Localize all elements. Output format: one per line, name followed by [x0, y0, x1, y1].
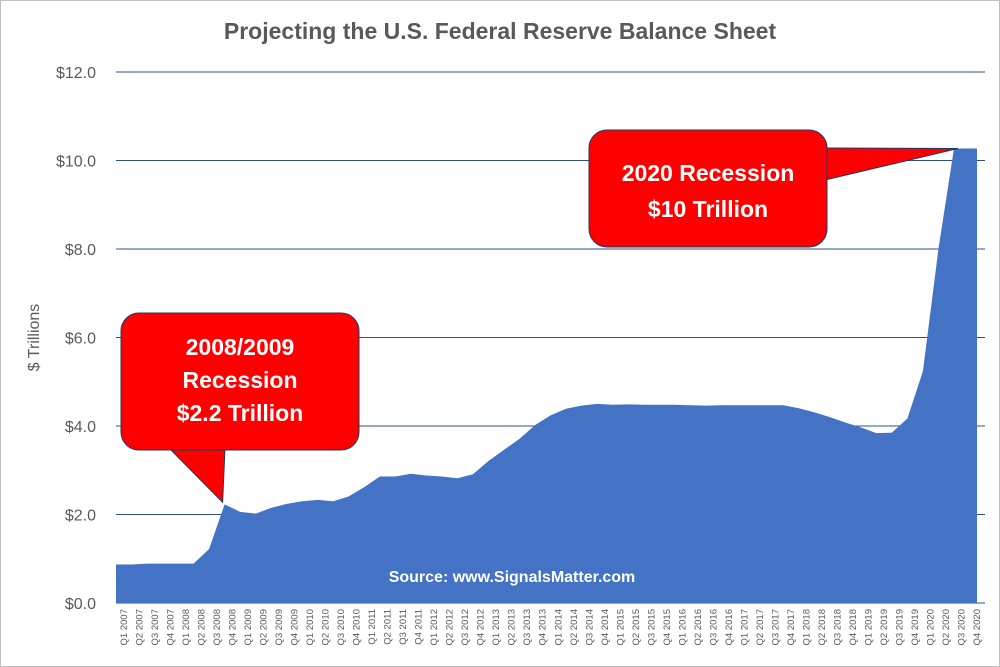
x-tick-label: Q1 2018: [802, 609, 813, 645]
x-tick-label: Q3 2007: [150, 609, 161, 645]
source-note: Source: www.SignalsMatter.com: [389, 569, 636, 586]
x-tick-label: Q3 2018: [833, 609, 844, 645]
x-tick-label: Q2 2020: [941, 609, 952, 645]
x-tick-label: Q3 2008: [212, 609, 223, 645]
callout-pointer: [824, 147, 959, 181]
callout-box-2008: [120, 312, 360, 451]
x-tick-label: Q3 2011: [398, 609, 409, 645]
chart-title: Projecting the U.S. Federal Reserve Bala…: [223, 18, 777, 44]
x-tick-label: Q2 2016: [693, 609, 704, 645]
x-tick-label: Q4 2014: [600, 609, 611, 645]
x-tick-label: Q1 2017: [739, 609, 750, 645]
callout-2008-text: $2.2 Trillion: [177, 400, 304, 426]
x-tick-label: Q1 2010: [305, 609, 316, 645]
x-tick-label: Q2 2009: [258, 609, 269, 645]
x-tick-label: Q3 2010: [336, 609, 347, 645]
x-tick-label: Q4 2018: [848, 609, 859, 645]
x-tick-label: Q2 2017: [755, 609, 766, 645]
x-tick-label: Q2 2019: [879, 609, 890, 645]
x-tick-label: Q4 2016: [724, 609, 735, 645]
x-tick-label: Q2 2015: [631, 609, 642, 645]
y-tick-label: $10.0: [56, 154, 96, 171]
x-tick-label: Q3 2009: [274, 609, 285, 645]
x-tick-label: Q4 2019: [910, 609, 921, 645]
x-tick-label: Q1 2013: [491, 609, 502, 645]
x-tick-label: Q1 2009: [243, 609, 254, 645]
x-tick-label: Q4 2008: [227, 609, 238, 645]
callout-2008-text: Recession: [182, 367, 297, 393]
x-tick-label: Q2 2013: [507, 609, 518, 645]
y-axis-label: $ Trillions: [26, 304, 43, 372]
x-tick-label: Q2 2008: [196, 609, 207, 645]
x-tick-label: Q2 2007: [134, 609, 145, 645]
x-tick-label: Q3 2014: [584, 609, 595, 645]
x-tick-label: Q1 2019: [864, 609, 875, 645]
x-tick-label: Q1 2012: [429, 609, 440, 645]
x-tick-label: Q1 2015: [615, 609, 626, 645]
callout-2020-text: $10 Trillion: [648, 196, 768, 222]
x-tick-label: Q3 2016: [708, 609, 719, 645]
y-tick-label: $0.0: [65, 596, 96, 613]
x-tick-label: Q1 2011: [367, 609, 378, 645]
callout-2008-text: 2008/2009: [186, 334, 295, 360]
x-tick-label: Q2 2010: [320, 609, 331, 645]
x-tick-label: Q2 2018: [817, 609, 828, 645]
y-tick-label: $4.0: [65, 419, 96, 436]
x-tick-label: Q4 2010: [352, 609, 363, 645]
x-tick-label: Q3 2012: [460, 609, 471, 645]
x-tick-label: Q4 2015: [662, 609, 673, 645]
x-tick-label: Q4 2013: [538, 609, 549, 645]
x-tick-label: Q1 2020: [926, 609, 937, 645]
y-tick-label: $2.0: [65, 508, 96, 525]
x-tick-label: Q4 2017: [786, 609, 797, 645]
y-tick-label: $8.0: [65, 242, 96, 259]
x-tick-label: Q2 2014: [569, 609, 580, 645]
x-tick-label: Q3 2013: [522, 609, 533, 645]
x-tick-label: Q1 2007: [119, 609, 130, 645]
x-tick-label: Q2 2011: [383, 609, 394, 645]
x-tick-label: Q4 2009: [289, 609, 300, 645]
x-tick-label: Q4 2012: [476, 609, 487, 645]
x-tick-label: Q1 2008: [181, 609, 192, 645]
area-series: [116, 148, 977, 604]
x-tick-label: Q4 2020: [972, 609, 983, 645]
x-tick-label: Q1 2016: [677, 609, 688, 645]
x-tick-label: Q1 2014: [553, 609, 564, 645]
x-tick-label: Q4 2007: [165, 609, 176, 645]
x-tick-label: Q3 2015: [646, 609, 657, 645]
x-tick-label: Q3 2020: [957, 609, 968, 645]
callout-box-2020: [588, 129, 828, 248]
x-tick-label: Q3 2017: [771, 609, 782, 645]
x-tick-label: Q3 2019: [895, 609, 906, 645]
y-tick-label: $6.0: [65, 331, 96, 348]
x-tick-label: Q4 2011: [414, 609, 425, 645]
callout-2020-text: 2020 Recession: [622, 160, 795, 186]
y-tick-label: $12.0: [56, 65, 96, 82]
callout-pointer: [167, 447, 226, 504]
x-tick-label: Q2 2012: [445, 609, 456, 645]
